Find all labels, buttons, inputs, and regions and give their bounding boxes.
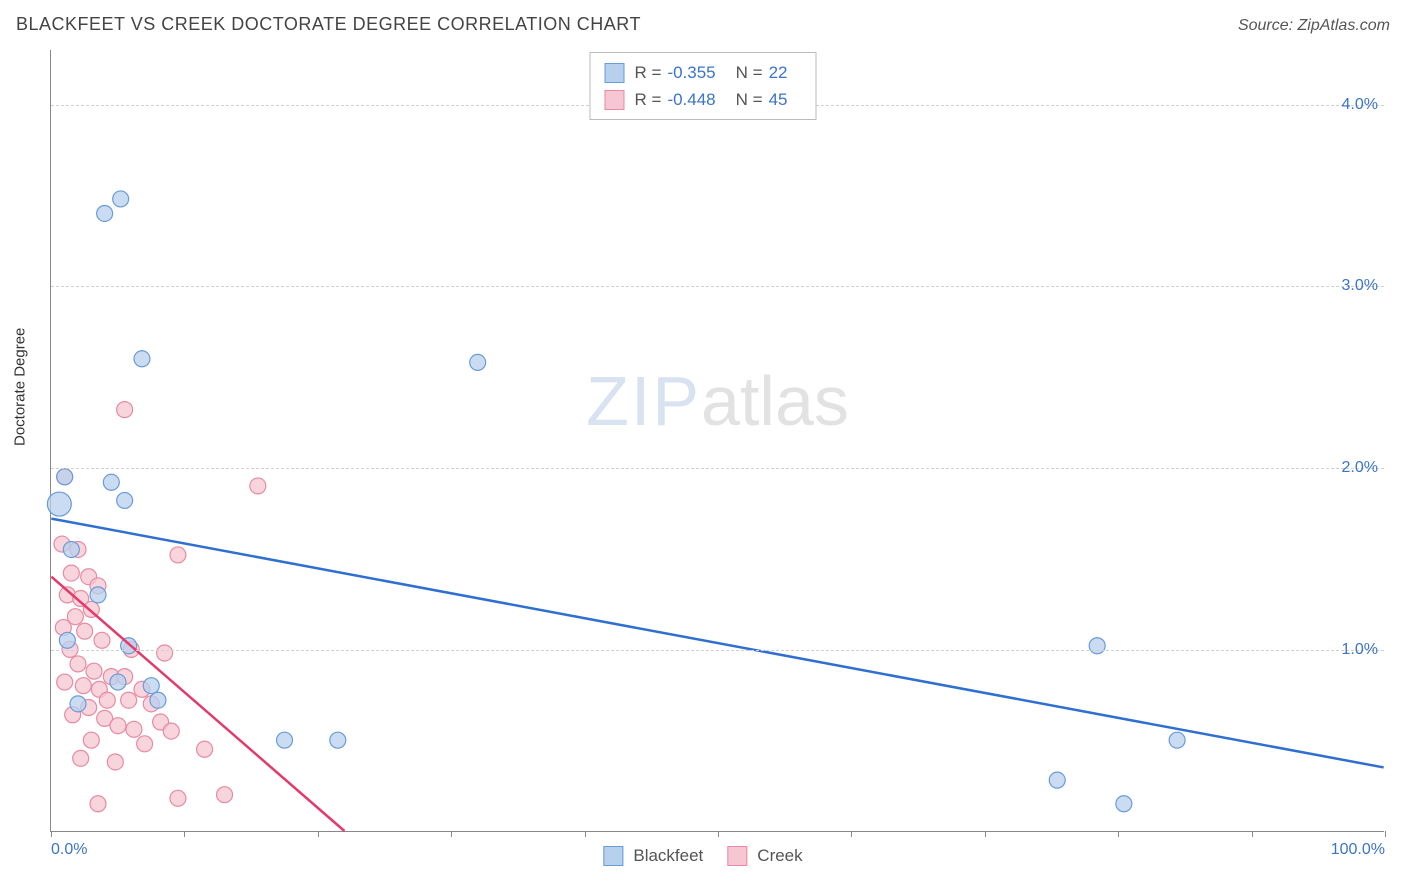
data-point xyxy=(277,732,293,748)
data-point xyxy=(63,541,79,557)
legend-item: Creek xyxy=(727,846,802,866)
y-tick-label: 3.0% xyxy=(1342,277,1378,295)
data-point xyxy=(150,692,166,708)
y-tick-label: 2.0% xyxy=(1342,459,1378,477)
data-point xyxy=(97,205,113,221)
data-point xyxy=(86,663,102,679)
data-point xyxy=(134,351,150,367)
data-point xyxy=(157,645,173,661)
legend-row: R =-0.448 N =45 xyxy=(605,86,802,113)
x-tick xyxy=(1252,831,1253,837)
data-point xyxy=(110,674,126,690)
legend-label: Creek xyxy=(757,846,802,866)
data-point xyxy=(117,492,133,508)
data-point xyxy=(103,474,119,490)
data-point xyxy=(1049,772,1065,788)
data-point xyxy=(143,678,159,694)
x-tick xyxy=(184,831,185,837)
data-point xyxy=(470,354,486,370)
grid-line xyxy=(51,286,1384,287)
x-tick xyxy=(718,831,719,837)
data-point xyxy=(99,692,115,708)
grid-line xyxy=(51,650,1384,651)
data-point xyxy=(217,787,233,803)
data-point xyxy=(90,796,106,812)
data-point xyxy=(83,732,99,748)
data-point xyxy=(70,656,86,672)
data-point xyxy=(126,721,142,737)
grid-line xyxy=(51,468,1384,469)
legend-label: Blackfeet xyxy=(633,846,703,866)
legend-swatch xyxy=(603,846,623,866)
data-point xyxy=(163,723,179,739)
data-point xyxy=(110,718,126,734)
x-tick xyxy=(51,831,52,837)
x-tick xyxy=(985,831,986,837)
legend-n-value: 22 xyxy=(769,59,788,86)
data-point xyxy=(1116,796,1132,812)
data-point xyxy=(330,732,346,748)
legend-n-value: 45 xyxy=(769,86,788,113)
data-point xyxy=(70,696,86,712)
x-tick xyxy=(851,831,852,837)
legend-r-label: R = xyxy=(635,86,662,113)
x-tick xyxy=(318,831,319,837)
data-point xyxy=(107,754,123,770)
data-point xyxy=(121,692,137,708)
legend-r-label: R = xyxy=(635,59,662,86)
data-point xyxy=(75,678,91,694)
scatter-svg xyxy=(51,50,1384,831)
data-point xyxy=(59,632,75,648)
data-point xyxy=(77,623,93,639)
series-legend: Blackfeet Creek xyxy=(603,846,802,866)
data-point xyxy=(47,492,71,516)
data-point xyxy=(137,736,153,752)
data-point xyxy=(57,469,73,485)
data-point xyxy=(250,478,266,494)
x-tick xyxy=(1385,831,1386,837)
source-attribution: Source: ZipAtlas.com xyxy=(1238,17,1390,35)
legend-r-value: -0.448 xyxy=(667,86,715,113)
x-tick-label: 0.0% xyxy=(51,841,87,859)
trend-line xyxy=(51,519,1383,768)
data-point xyxy=(170,790,186,806)
legend-r-value: -0.355 xyxy=(667,59,715,86)
data-point xyxy=(197,741,213,757)
data-point xyxy=(57,674,73,690)
x-tick-label: 100.0% xyxy=(1331,841,1385,859)
y-tick-label: 4.0% xyxy=(1342,96,1378,114)
x-tick xyxy=(451,831,452,837)
chart-title: BLACKFEET VS CREEK DOCTORATE DEGREE CORR… xyxy=(16,14,641,35)
data-point xyxy=(117,402,133,418)
data-point xyxy=(170,547,186,563)
data-point xyxy=(63,565,79,581)
data-point xyxy=(113,191,129,207)
legend-swatch xyxy=(605,63,625,83)
legend-row: R =-0.355 N =22 xyxy=(605,59,802,86)
chart-plot-area: ZIPatlas 1.0%2.0%3.0%4.0%0.0%100.0% xyxy=(50,50,1384,832)
correlation-legend: R =-0.355 N =22 R =-0.448 N =45 xyxy=(590,52,817,120)
x-tick xyxy=(585,831,586,837)
data-point xyxy=(1089,638,1105,654)
legend-n-label: N = xyxy=(736,59,763,86)
data-point xyxy=(1169,732,1185,748)
y-axis-label: Doctorate Degree xyxy=(12,328,29,446)
x-tick xyxy=(1118,831,1119,837)
y-tick-label: 1.0% xyxy=(1342,641,1378,659)
legend-swatch xyxy=(605,90,625,110)
legend-item: Blackfeet xyxy=(603,846,703,866)
legend-n-label: N = xyxy=(736,86,763,113)
data-point xyxy=(90,587,106,603)
data-point xyxy=(94,632,110,648)
legend-swatch xyxy=(727,846,747,866)
data-point xyxy=(73,750,89,766)
